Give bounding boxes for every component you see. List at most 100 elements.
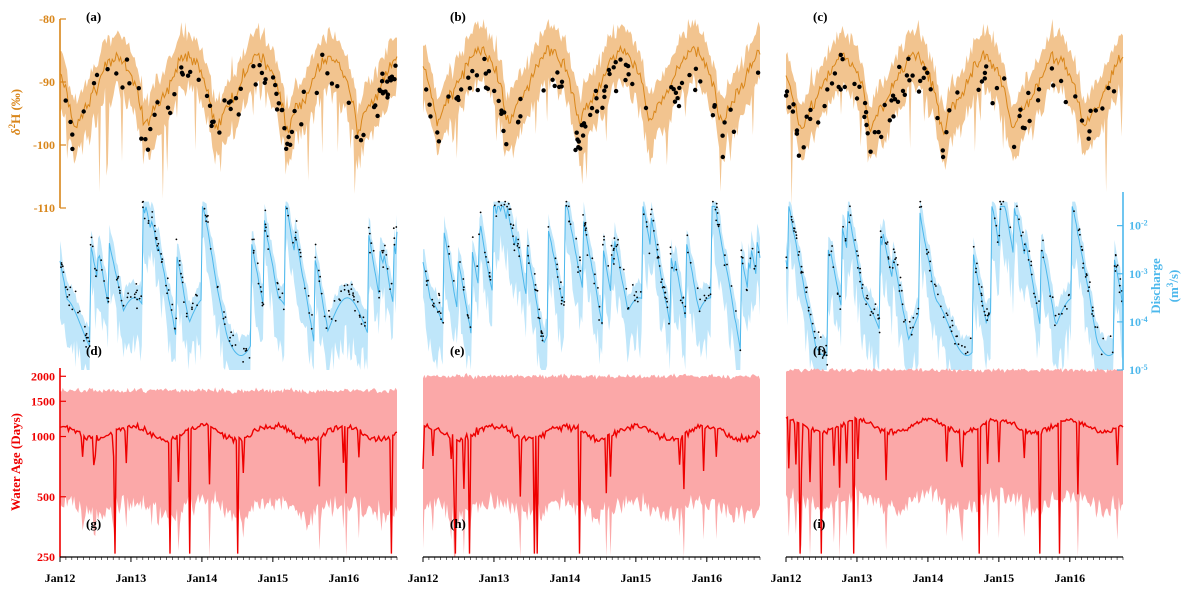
discharge-observed-point: [506, 205, 508, 208]
discharge-observed-point: [669, 246, 672, 249]
discharge-observed-point: [216, 285, 219, 288]
discharge-observed-point: [425, 270, 427, 273]
isotope-observed-point: [114, 71, 119, 76]
discharge-observed-point: [478, 233, 480, 236]
water-age-y-tick-label: 250: [37, 550, 55, 564]
discharge-observed-point: [338, 298, 340, 300]
isotope-observed-point: [643, 105, 649, 111]
discharge-observed-point: [560, 281, 562, 284]
discharge-observed-point: [264, 209, 267, 212]
discharge-observed-point: [653, 230, 655, 232]
panel-label: (g): [86, 516, 101, 531]
isotope-uncertainty-band: [786, 19, 1123, 206]
discharge-observed-point: [203, 207, 206, 210]
isotope-observed-point: [720, 154, 725, 160]
discharge-observed-point: [739, 349, 742, 352]
isotope-observed-point: [673, 90, 679, 96]
discharge-observed-point: [1091, 313, 1093, 315]
simulated-lines: [59, 44, 1124, 554]
discharge-observed-point: [333, 300, 336, 302]
discharge-observed-point: [191, 302, 194, 305]
discharge-observed-point: [527, 262, 530, 264]
discharge-observed-point: [569, 223, 572, 226]
discharge-observed-point: [170, 309, 173, 311]
discharge-observed-point: [925, 248, 928, 251]
discharge-observed-point: [593, 282, 596, 285]
discharge-observed-point: [279, 296, 281, 299]
discharge-observed-point: [1089, 281, 1091, 283]
discharge-observed-point: [696, 287, 699, 290]
discharge-observed-point: [805, 291, 808, 293]
water-age-y-tick-label: 1000: [31, 430, 55, 444]
isotope-observed-point: [982, 70, 988, 76]
isotope-observed-point: [755, 70, 761, 75]
isotope-observed-point: [127, 81, 132, 86]
discharge-observed-point: [949, 326, 952, 328]
isotope-observed-point: [91, 81, 97, 86]
isotope-simulated-line: [59, 51, 398, 136]
discharge-observed-point: [1038, 300, 1040, 302]
isotope-observed-point: [1086, 136, 1091, 141]
discharge-observed-point: [133, 293, 136, 296]
discharge-observed-point: [157, 249, 160, 252]
discharge-observed-point: [814, 337, 816, 339]
isotope-observed-point: [829, 81, 835, 86]
discharge-observed-point: [974, 271, 977, 274]
isotope-observed-point: [865, 131, 870, 136]
isotope-observed-point: [226, 100, 232, 105]
discharge-observed-point: [436, 311, 439, 313]
discharge-observed-point: [527, 244, 529, 247]
water-age-simulated-line: [59, 421, 398, 554]
isotope-observed-point: [428, 114, 433, 119]
discharge-observed-point: [988, 312, 990, 314]
x-tick-label: Jan12: [45, 571, 76, 585]
x-tick-label: Jan12: [408, 571, 439, 585]
isotope-observed-point: [906, 56, 911, 61]
isotope-observed-point: [801, 145, 806, 150]
isotope-observed-point: [897, 64, 902, 70]
discharge-observed-point: [749, 257, 752, 260]
discharge-observed-point: [196, 294, 198, 297]
isotope-observed-point: [611, 65, 616, 70]
isotope-observed-point: [143, 137, 148, 142]
discharge-observed-point: [945, 312, 948, 315]
discharge-observed-point: [1002, 200, 1005, 203]
isotope-observed-point: [172, 92, 177, 97]
discharge-observed-point: [995, 224, 998, 227]
discharge-observed-point: [352, 292, 354, 294]
discharge-observed-point: [351, 283, 353, 286]
discharge-observed-point: [613, 237, 616, 240]
discharge-observed-point: [927, 251, 930, 254]
isotope-observed-point: [825, 87, 830, 92]
discharge-observed-point: [88, 340, 91, 343]
discharge-observed-point: [567, 205, 570, 208]
isotope-observed-point: [1027, 118, 1032, 124]
discharge-observed-point: [1082, 267, 1084, 269]
discharge-observed-point: [95, 269, 98, 272]
discharge-observed-point: [910, 333, 913, 336]
isotope-observed-point: [891, 114, 896, 119]
isotope-observed-point: [892, 97, 898, 102]
isotope-observed-point: [1035, 98, 1041, 103]
isotope-observed-point: [253, 82, 258, 87]
discharge-observed-point: [1022, 231, 1024, 234]
isotope-observed-point: [482, 56, 487, 62]
discharge-observed-point: [584, 229, 587, 232]
discharge-observed-point: [867, 297, 869, 300]
discharge-observed-point: [636, 296, 638, 299]
isotope-observed-point: [301, 89, 306, 95]
discharge-observed-point: [425, 280, 428, 282]
discharge-observed-point: [920, 205, 923, 208]
isotope-observed-point: [139, 136, 144, 141]
discharge-observed-point: [257, 282, 260, 285]
discharge-observed-point: [603, 238, 605, 241]
discharge-observed-point: [119, 289, 121, 292]
discharge-observed-point: [1040, 249, 1043, 252]
discharge-observed-point: [160, 261, 163, 263]
discharge-observed-point: [251, 238, 254, 241]
isotope-observed-point: [623, 77, 628, 83]
discharge-observed-point: [1118, 291, 1121, 294]
discharge-observed-point: [646, 225, 648, 228]
isotope-observed-point: [955, 90, 960, 95]
discharge-observed-point: [888, 266, 891, 269]
